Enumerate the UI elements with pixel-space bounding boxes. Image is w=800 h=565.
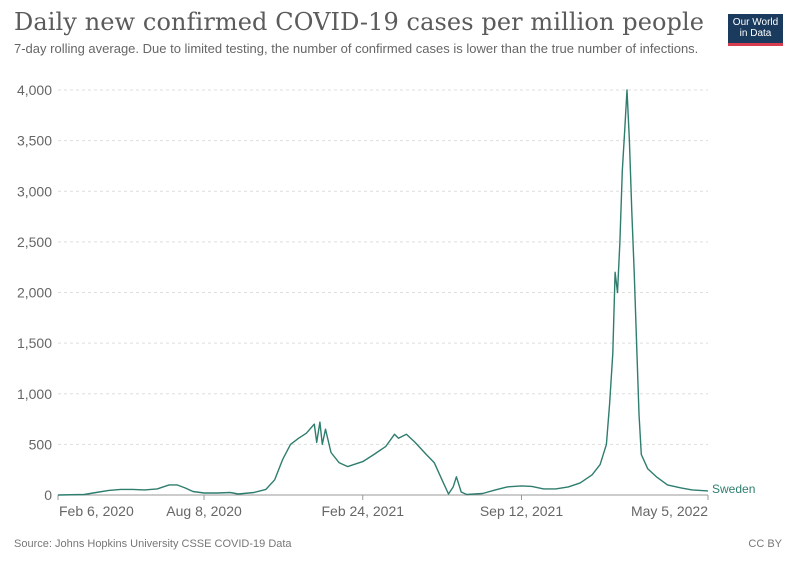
logo-line-1: Our World: [732, 17, 779, 28]
x-tick-label: Feb 6, 2020: [59, 503, 134, 519]
source-note[interactable]: Source: Johns Hopkins University CSSE CO…: [14, 538, 292, 550]
y-tick-label: 500: [29, 436, 53, 452]
y-tick-label: 4,000: [17, 82, 52, 98]
owid-logo[interactable]: Our World in Data: [728, 14, 783, 46]
y-tick-label: 0: [44, 487, 52, 503]
x-tick-label: May 5, 2022: [631, 503, 708, 519]
x-tick-label: Aug 8, 2020: [166, 503, 242, 519]
license-link[interactable]: CC BY: [748, 538, 782, 550]
line-chart: 0 500 1,000 1,500 2,000 2,500 3,000 3,500 4,000 F…: [17, 82, 755, 519]
chart-subtitle: 7-day rolling average. Due to limited te…: [14, 41, 699, 56]
series-label-sweden: Sweden: [712, 482, 755, 496]
y-tick-label: 2,000: [17, 285, 52, 301]
y-tick-label: 1,000: [17, 386, 52, 402]
y-tick-label: 1,500: [17, 335, 52, 351]
y-tick-label: 2,500: [17, 234, 52, 250]
y-tick-label: 3,000: [17, 183, 52, 199]
y-tick-label: 3,500: [17, 133, 52, 149]
series-line-sweden: [57, 89, 709, 496]
x-tick-label: Feb 24, 2021: [322, 503, 405, 519]
logo-line-2: in Data: [739, 28, 772, 39]
x-tick-label: Sep 12, 2021: [480, 503, 564, 519]
chart-title: Daily new confirmed COVID-19 cases per m…: [14, 8, 705, 36]
